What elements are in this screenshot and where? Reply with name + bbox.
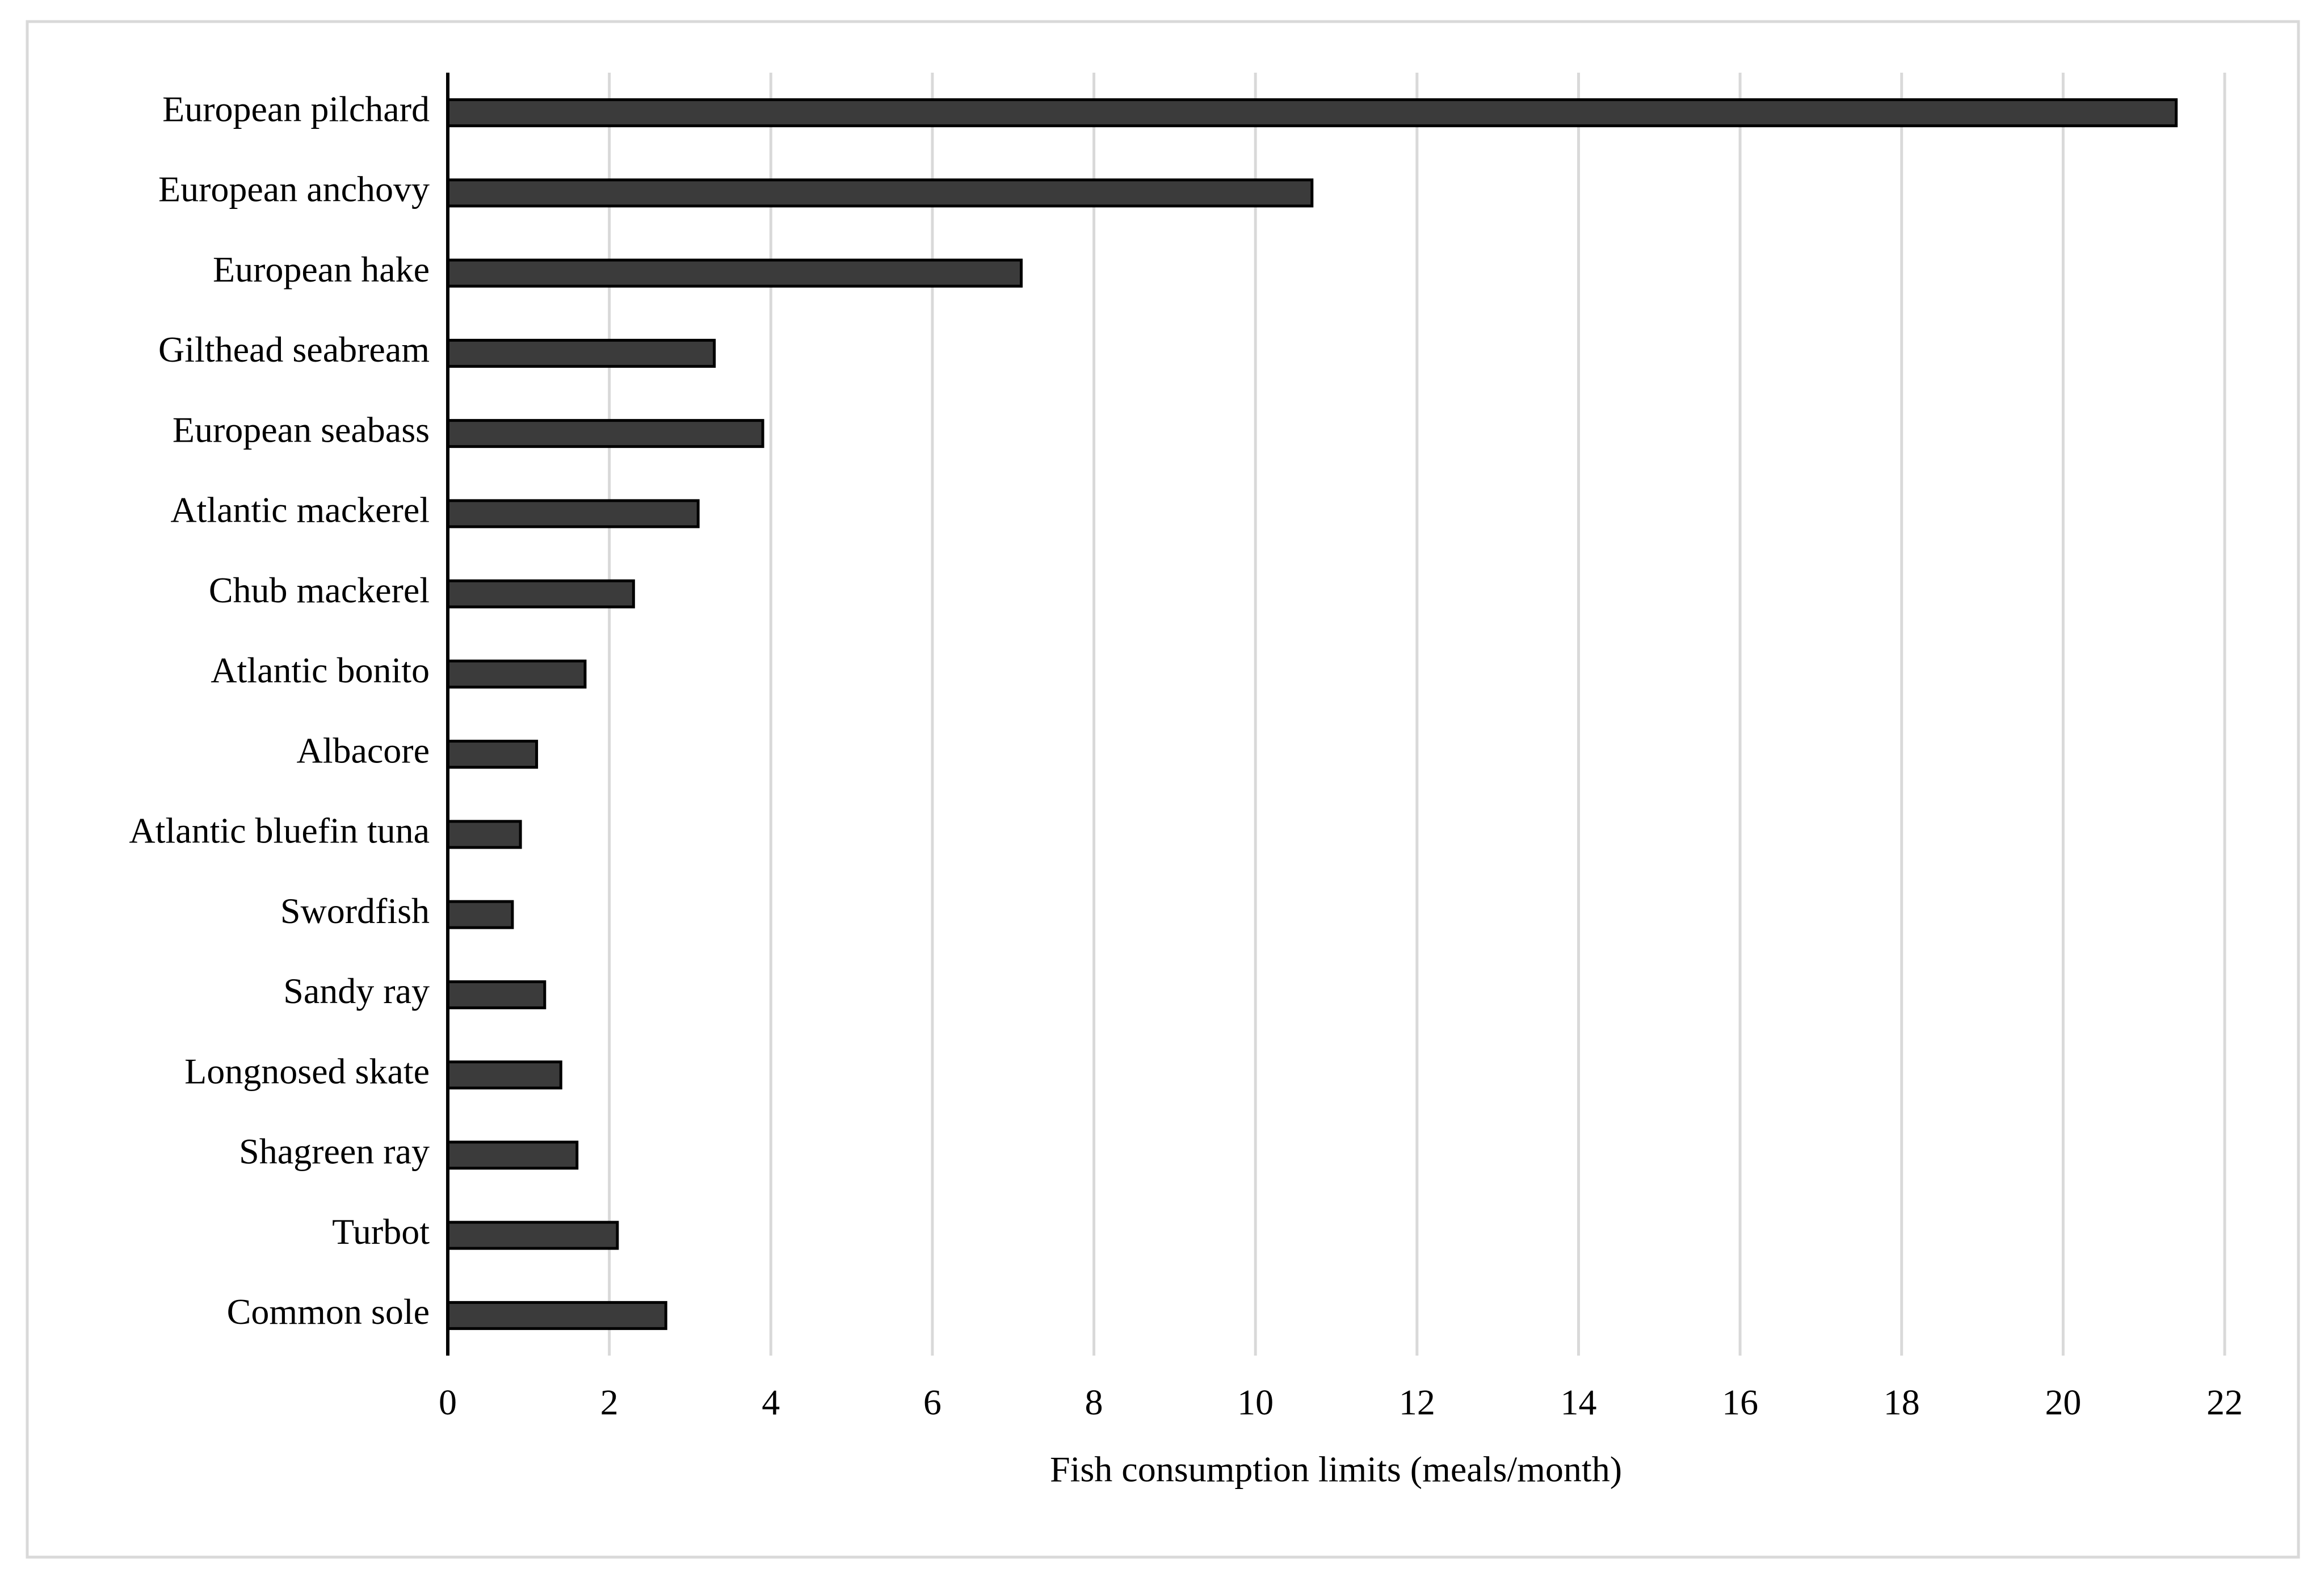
bar [446, 980, 547, 1009]
bar [446, 659, 587, 689]
y-tick-label: Common sole [227, 1291, 430, 1332]
bar [446, 499, 700, 529]
x-tick-label: 6 [923, 1382, 942, 1423]
bar [446, 740, 539, 769]
x-tick-label: 22 [2207, 1382, 2243, 1423]
bar [446, 338, 716, 368]
bar [446, 419, 764, 448]
y-tick-label: Albacore [296, 730, 430, 770]
y-tick-label: Shagreen ray [239, 1131, 430, 1172]
y-tick-label: Chub mackerel [209, 570, 430, 610]
y-tick-label: Gilthead seabream [158, 329, 430, 370]
bar [446, 900, 514, 929]
x-tick-label: 2 [600, 1382, 619, 1423]
y-tick-label: Swordfish [280, 891, 430, 931]
bar [446, 178, 1314, 208]
x-tick-label: 16 [1722, 1382, 1758, 1423]
bar [446, 579, 635, 609]
y-tick-label: Turbot [332, 1211, 430, 1252]
bar [446, 1301, 667, 1330]
x-tick-label: 20 [2045, 1382, 2081, 1423]
bar [446, 1060, 562, 1090]
y-tick-label: European anchovy [158, 169, 430, 209]
y-tick-label: European seabass [173, 409, 430, 450]
x-axis-title: Fish consumption limits (meals/month) [1050, 1449, 1622, 1490]
y-tick-label: European pilchard [162, 89, 430, 129]
y-tick-label: Sandy ray [283, 971, 430, 1011]
bar [446, 258, 1023, 288]
x-tick-label: 12 [1399, 1382, 1435, 1423]
x-tick-label: 4 [762, 1382, 780, 1423]
bar [446, 1221, 619, 1250]
y-tick-label: Atlantic mackerel [170, 490, 430, 530]
y-tick-label: European hake [213, 249, 430, 290]
y-tick-label: Longnosed skate [184, 1051, 430, 1091]
x-tick-label: 14 [1560, 1382, 1596, 1423]
x-tick-label: 18 [1884, 1382, 1920, 1423]
x-tick-label: 0 [439, 1382, 457, 1423]
bar [446, 1140, 579, 1170]
bar [446, 820, 522, 849]
x-tick-label: 10 [1237, 1382, 1274, 1423]
bar [446, 98, 2178, 128]
y-tick-label: Atlantic bonito [211, 650, 430, 690]
chart-border [26, 20, 2300, 1559]
y-tick-label: Atlantic bluefin tuna [129, 811, 430, 851]
x-tick-label: 8 [1085, 1382, 1103, 1423]
